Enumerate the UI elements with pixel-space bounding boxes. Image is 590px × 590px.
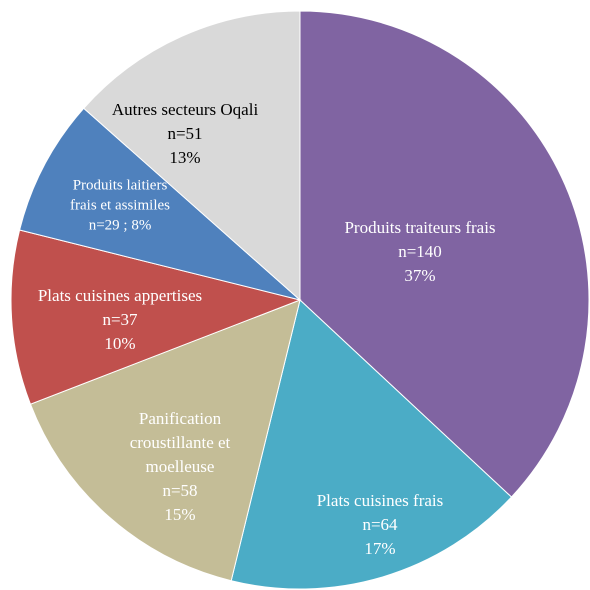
slice-label: n=140 — [398, 242, 442, 261]
slice-label: n=58 — [162, 481, 197, 500]
slice-label: n=51 — [167, 124, 202, 143]
slice-label: 15% — [164, 505, 195, 524]
pie-slice — [10, 229, 302, 405]
slice-label: Produits traiteurs frais — [344, 218, 495, 237]
slice-label: 17% — [364, 539, 395, 558]
slice-label: n=37 — [102, 310, 138, 329]
slice-label: Autres secteurs Oqali — [112, 100, 259, 119]
slice-label: Plats cuisines frais — [317, 491, 444, 510]
slice-label: 10% — [104, 334, 135, 353]
slice-label: Panification — [139, 409, 222, 428]
pie-slice — [18, 107, 301, 301]
pie-slice — [230, 299, 513, 590]
pie-slice — [83, 10, 301, 302]
pie-slice — [299, 10, 590, 498]
slice-label: 13% — [169, 148, 200, 167]
slice-label: frais et assimiles — [70, 197, 170, 213]
pie-slice — [29, 299, 301, 582]
slice-label: Plats cuisines appertises — [38, 286, 202, 305]
slice-label: Produits laitiers — [73, 177, 168, 193]
slice-label: moelleuse — [146, 457, 215, 476]
slice-label: croustillante et — [130, 433, 231, 452]
slice-label: 37% — [404, 266, 435, 285]
slice-label: n=29 ; 8% — [89, 217, 152, 233]
slice-label: n=64 — [362, 515, 398, 534]
